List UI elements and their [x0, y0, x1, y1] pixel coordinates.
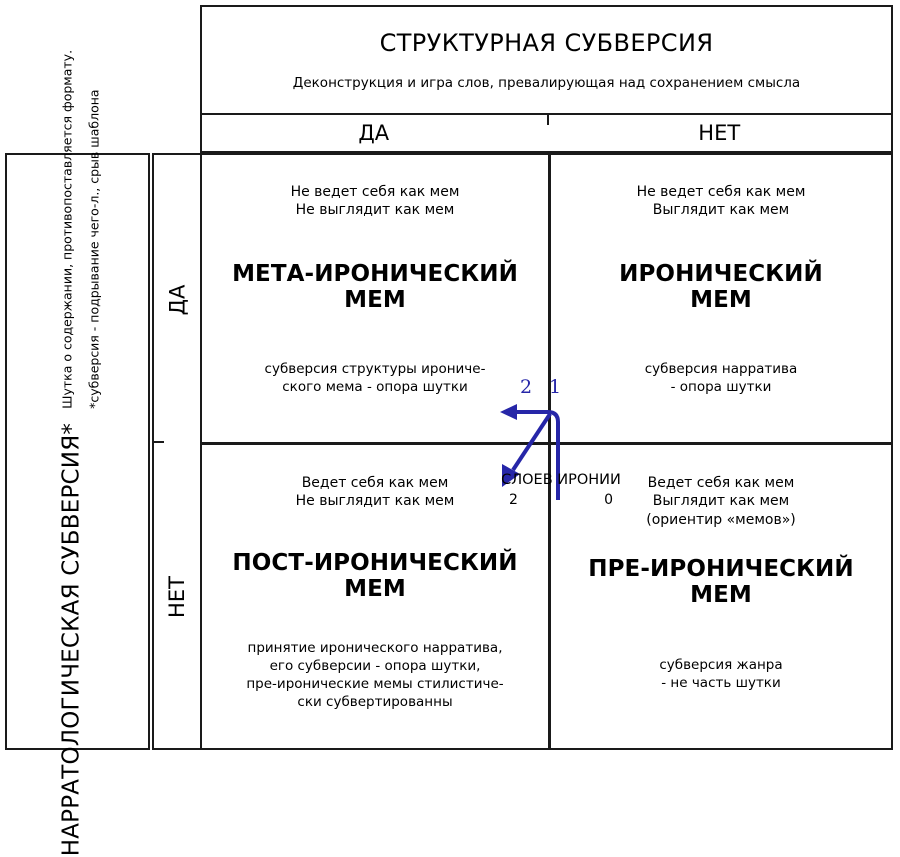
- quadrant-post-ironic-traits: Ведет себя как мем Не выглядит как мем: [295, 475, 455, 510]
- quadrant-pre-ironic-traits: Ведет себя как мем Выглядит как мем (ори…: [646, 475, 796, 528]
- quadrant-pre-ironic: Ведет себя как мем Выглядит как мем (ори…: [551, 445, 891, 748]
- quadrant-meta-ironic-traits: Не ведет себя как мем Не выглядит как ме…: [290, 184, 460, 219]
- column-axis-header: СТРУКТУРНАЯ СУБВЕРСИЯ Деконструкция и иг…: [200, 5, 893, 115]
- irony-layers-caption: СЛОЕВ ИРОНИИ: [501, 472, 621, 488]
- quadrant-meta-ironic: Не ведет себя как мем Не выглядит как ме…: [202, 155, 548, 442]
- row-divider-tick: [152, 441, 164, 443]
- row-value-no-label: НЕТ: [164, 576, 189, 618]
- irony-layers-counts: 2 0: [487, 492, 635, 508]
- column-value-no: НЕТ: [548, 115, 892, 151]
- diagram-canvas: СТРУКТУРНАЯ СУБВЕРСИЯ Деконструкция и иг…: [5, 5, 893, 857]
- column-axis-subtitle: Деконструкция и игра слов, превалирующая…: [292, 75, 801, 91]
- quadrant-pre-ironic-note: субверсия жанра - не часть шутки: [659, 656, 783, 691]
- quadrant-post-ironic-title: ПОСТ-ИРОНИЧЕСКИЙ МЕМ: [232, 549, 518, 602]
- quadrant-meta-ironic-title: МЕТА-ИРОНИЧЕСКИЙ МЕМ: [232, 260, 518, 313]
- irony-lower-right-number: 0: [604, 492, 613, 508]
- irony-lower-left-number: 2: [509, 492, 518, 508]
- row-value-no: НЕТ: [154, 444, 200, 750]
- quadrant-ironic-title: ИРОНИЧЕСКИЙ МЕМ: [619, 260, 823, 313]
- quadrant-post-ironic: Ведет себя как мем Не выглядит как мем П…: [202, 445, 548, 748]
- quadrant-post-ironic-note: принятие иронического нарратива, его суб…: [246, 640, 504, 710]
- column-divider-tick: [547, 115, 549, 125]
- quadrant-ironic: Не ведет себя как мем Выглядит как мем И…: [551, 155, 891, 442]
- row-axis-title: НАРРАТОЛОГИЧЕСКАЯ СУБВЕРСИЯ*: [58, 423, 85, 857]
- column-value-yes-label: ДА: [358, 121, 390, 145]
- row-value-yes: ДА: [154, 155, 200, 444]
- quadrant-meta-ironic-note: субверсия структуры ирониче- ского мема …: [264, 361, 486, 396]
- quadrant-ironic-note: субверсия нарратива - опора шутки: [644, 361, 798, 396]
- quadrant-pre-ironic-title: ПРЕ-ИРОНИЧЕСКИЙ МЕМ: [588, 556, 854, 609]
- quadrant-ironic-traits: Не ведет себя как мем Выглядит как мем: [636, 184, 806, 219]
- column-value-no-label: НЕТ: [698, 121, 741, 145]
- column-axis-values: ДА НЕТ: [200, 115, 893, 153]
- row-axis-header: НАРРАТОЛОГИЧЕСКАЯ СУБВЕРСИЯ* Шутка о сод…: [5, 50, 150, 857]
- column-value-yes: ДА: [202, 115, 548, 151]
- matrix-grid: Не ведет себя как мем Не выглядит как ме…: [200, 153, 893, 750]
- row-axis-values: ДА НЕТ: [152, 153, 200, 750]
- row-axis-subtitle-2: *субверсия - подрывание чего-л., срыв ша…: [86, 89, 102, 410]
- row-value-yes-label: ДА: [165, 284, 189, 315]
- column-axis-title: СТРУКТУРНАЯ СУБВЕРСИЯ: [379, 29, 714, 57]
- row-axis-subtitle-1: Шутка о содержании, противопоставляется …: [59, 50, 75, 410]
